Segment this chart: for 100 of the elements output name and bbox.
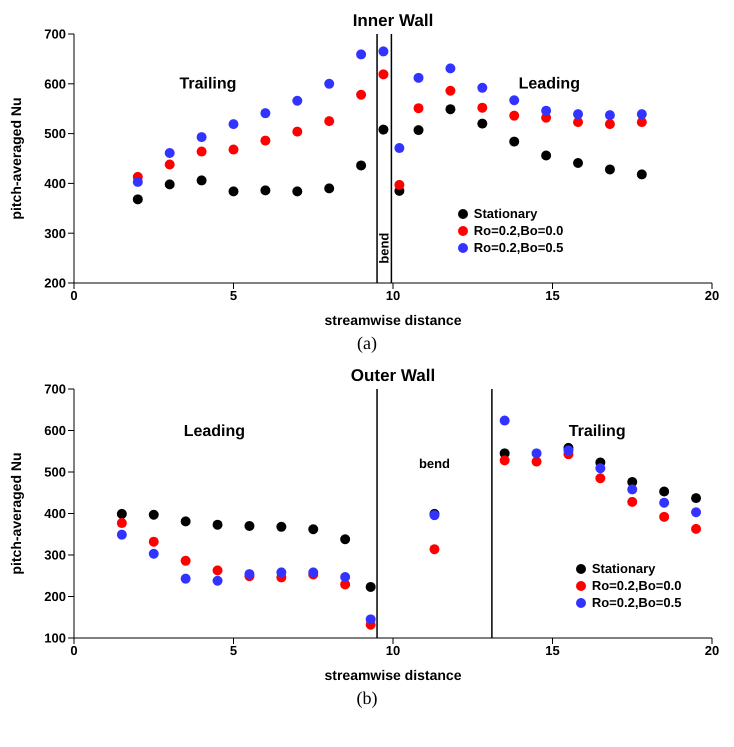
text: (b) (356, 688, 378, 709)
y-tick-label: 500 (44, 464, 66, 480)
y-tick-label: 400 (44, 506, 66, 522)
x-tick-label: 20 (704, 643, 720, 658)
x-tick-label: 20 (704, 288, 720, 304)
point (595, 473, 606, 484)
point (573, 109, 584, 120)
annotation: bend (376, 232, 392, 264)
point (394, 180, 404, 190)
point (477, 102, 488, 113)
x-tick-label: 5 (230, 288, 238, 304)
point (532, 448, 542, 458)
point (132, 176, 143, 187)
point (414, 125, 424, 136)
point (148, 536, 159, 547)
point (627, 496, 638, 507)
point (378, 69, 388, 80)
point (378, 124, 388, 135)
point (604, 110, 615, 120)
point (292, 96, 302, 106)
legend-label: Ro=0.2,Bo=0.5 (474, 240, 564, 255)
chart-title: Outer Wall (350, 366, 436, 385)
y-tick-label: 100 (44, 630, 66, 646)
point (573, 158, 584, 168)
point (477, 82, 488, 93)
point (164, 159, 175, 170)
point (196, 132, 207, 142)
x-axis-title: streamwise distance (324, 667, 462, 683)
legend-label: Ro=0.2,Bo=0.0 (592, 578, 682, 593)
point (429, 544, 440, 554)
y-tick-label: 400 (44, 176, 66, 192)
point (659, 512, 670, 522)
x-tick-label: 0 (70, 643, 78, 658)
point (340, 534, 350, 544)
point (276, 522, 286, 532)
point (627, 484, 638, 494)
point (500, 416, 510, 426)
point (378, 46, 388, 56)
point (244, 520, 254, 531)
point (212, 520, 223, 530)
point (308, 524, 318, 534)
point (356, 49, 366, 60)
y-tick-label: 500 (44, 126, 66, 142)
point (366, 582, 376, 592)
x-tick-label: 5 (230, 643, 238, 658)
point (414, 103, 424, 114)
point (445, 104, 456, 114)
point (116, 530, 127, 540)
point (132, 194, 143, 204)
legend-label: Ro=0.2,Bo=0.5 (592, 595, 682, 610)
point (636, 169, 647, 180)
x-tick-label: 10 (386, 643, 400, 658)
point (356, 160, 366, 170)
legend-label: Stationary (592, 561, 656, 576)
point (595, 463, 606, 474)
point (148, 548, 159, 559)
y-axis-title: pitch-averaged Nu (8, 452, 24, 575)
point (260, 185, 270, 196)
point (164, 148, 175, 158)
y-axis-title: pitch-averaged Nu (8, 97, 24, 220)
y-tick-label: 600 (44, 423, 66, 438)
point (180, 516, 191, 526)
point (541, 106, 552, 116)
x-tick-label: 15 (545, 288, 560, 304)
point (324, 78, 334, 89)
point (509, 95, 520, 106)
point (212, 576, 223, 586)
point (308, 567, 318, 578)
point (116, 508, 127, 519)
point (276, 567, 286, 578)
y-tick-label: 600 (44, 76, 66, 92)
legend-label: Ro=0.2,Bo=0.0 (474, 223, 564, 238)
point (500, 455, 510, 466)
point (691, 507, 702, 518)
point (228, 119, 238, 130)
annotation: bend (418, 456, 450, 472)
point (116, 518, 127, 528)
x-tick-label: 15 (545, 643, 560, 658)
y-tick-label: 200 (44, 276, 66, 291)
point (180, 556, 191, 566)
chart-title: Inner Wall (352, 11, 434, 30)
point (356, 90, 366, 100)
y-tick-label: 700 (44, 26, 66, 42)
point (366, 614, 376, 624)
point (414, 72, 424, 83)
point (228, 186, 238, 196)
point (292, 126, 302, 137)
point (659, 486, 670, 497)
point (228, 144, 238, 155)
point (477, 118, 488, 129)
annotation: Leading (518, 75, 580, 92)
point (563, 445, 574, 456)
point (445, 86, 456, 96)
point (691, 493, 702, 504)
point (541, 150, 552, 161)
point (196, 175, 207, 186)
point (445, 63, 456, 74)
y-tick-label: 200 (44, 589, 66, 604)
legend-label: Stationary (474, 206, 538, 221)
y-tick-label: 700 (44, 382, 66, 397)
